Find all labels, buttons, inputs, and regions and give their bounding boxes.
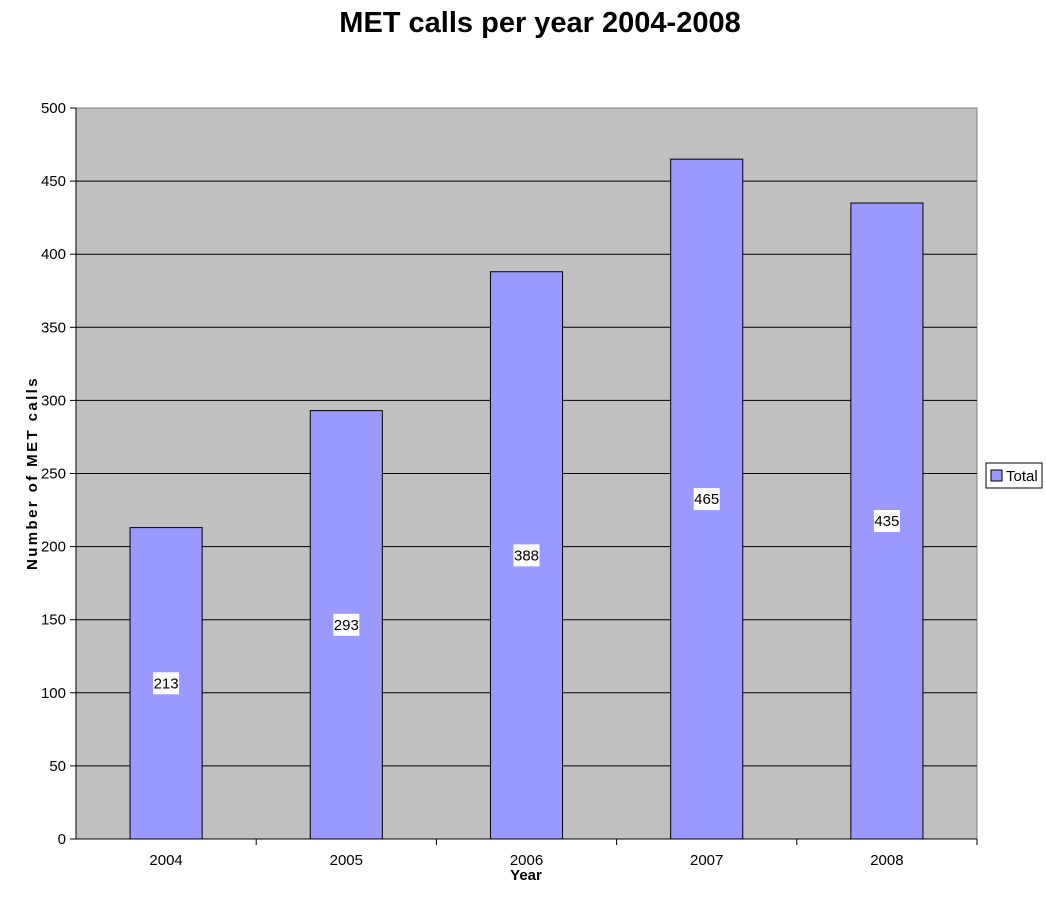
data-label-bg <box>873 510 900 533</box>
y-tick-label: 250 <box>41 466 66 483</box>
y-tick-label: 300 <box>41 392 66 409</box>
x-tick-label: 2008 <box>870 852 903 869</box>
x-axis-title: Year <box>510 867 542 884</box>
x-tick-label: 2005 <box>330 852 363 869</box>
data-label: 465 <box>694 491 719 508</box>
y-tick-label: 400 <box>41 246 66 263</box>
x-axis-ticks: 2004 2005 2006 2007 2008 <box>149 839 978 869</box>
data-label: 388 <box>514 547 539 564</box>
x-tick-label: 2006 <box>510 852 543 869</box>
y-tick-label: 0 <box>58 831 66 848</box>
legend: Total <box>985 462 1043 489</box>
chart-title: MET calls per year 2004-2008 <box>339 7 740 39</box>
y-tick-label: 350 <box>41 319 66 336</box>
legend-label-total: Total <box>1006 468 1038 485</box>
data-label-bg <box>153 672 180 695</box>
y-tick-label: 50 <box>49 758 66 775</box>
data-label: 213 <box>154 675 179 692</box>
x-tick-label: 2007 <box>690 852 723 869</box>
y-tick-label: 200 <box>41 539 66 556</box>
data-labels: 213 293 388 465 435 <box>153 488 900 695</box>
y-tick-label: 100 <box>41 685 66 702</box>
y-axis-title: Number of MET calls <box>24 376 41 570</box>
data-label-bg <box>693 488 720 511</box>
data-label: 435 <box>874 513 899 530</box>
x-tick-label: 2004 <box>149 852 182 869</box>
y-tick-label: 500 <box>41 100 66 117</box>
data-label-bg <box>333 613 360 636</box>
data-label: 293 <box>334 617 359 634</box>
y-tick-label: 150 <box>41 612 66 629</box>
legend-swatch <box>990 469 1003 482</box>
data-label-bg <box>513 544 540 567</box>
y-tick-label: 450 <box>41 173 66 190</box>
y-axis-ticks: 0 50 100 150 200 250 300 350 400 450 500 <box>41 100 76 848</box>
